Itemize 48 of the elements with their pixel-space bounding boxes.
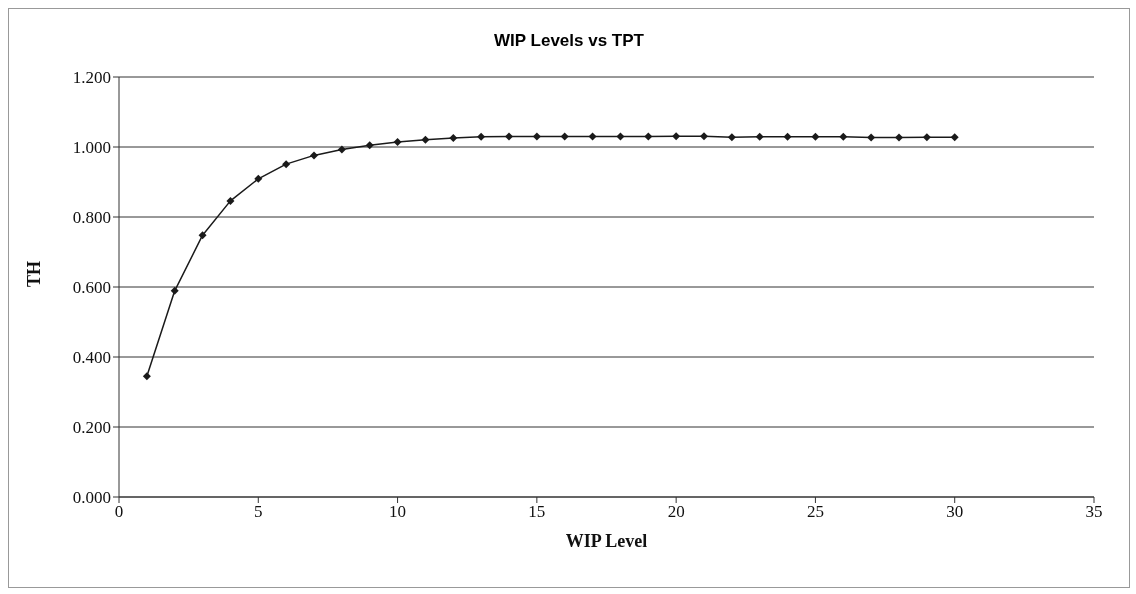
point <box>755 132 764 141</box>
point <box>839 132 848 141</box>
x-tick-label: 35 <box>1085 502 1103 522</box>
point <box>198 231 207 240</box>
point <box>922 133 931 142</box>
point <box>700 132 708 141</box>
point <box>282 160 291 169</box>
y-tick-label: 0.000 <box>72 488 111 508</box>
x-tick-label: 5 <box>254 502 263 522</box>
x-tick-label: 30 <box>946 502 964 522</box>
y-tick-label: 0.400 <box>72 348 111 368</box>
point <box>811 132 820 141</box>
x-tick-label: 25 <box>806 502 824 522</box>
point <box>532 132 541 141</box>
point <box>226 196 235 205</box>
point <box>449 133 458 142</box>
y-tick-label: 0.600 <box>72 278 111 298</box>
point <box>142 372 151 381</box>
point <box>588 132 597 141</box>
x-tick-label: 10 <box>389 502 407 522</box>
point <box>895 133 903 142</box>
point <box>616 132 625 141</box>
point <box>393 138 402 147</box>
y-tick-label: 1.000 <box>72 138 111 158</box>
y-tick-label: 1.200 <box>72 68 111 88</box>
point <box>421 135 430 144</box>
point <box>505 132 513 141</box>
y-axis-title: TH <box>24 260 45 287</box>
point <box>950 133 959 142</box>
chart-title: WIP Levels vs TPT <box>493 31 645 51</box>
x-tick-label: 0 <box>114 502 124 522</box>
point <box>560 132 569 141</box>
x-tick-label: 15 <box>528 502 546 522</box>
point <box>867 133 876 142</box>
point <box>672 132 681 141</box>
y-tick-label: 0.800 <box>72 208 111 228</box>
point <box>310 151 318 160</box>
x-axis-title: WIP Level <box>565 531 648 551</box>
point <box>170 286 179 295</box>
point <box>365 141 374 150</box>
point <box>644 132 653 141</box>
point <box>477 132 486 141</box>
x-tick-label: 20 <box>667 502 685 522</box>
point <box>783 132 792 141</box>
y-tick-label: 0.200 <box>72 418 111 438</box>
point <box>337 145 346 154</box>
point <box>727 133 736 142</box>
point <box>254 174 263 183</box>
